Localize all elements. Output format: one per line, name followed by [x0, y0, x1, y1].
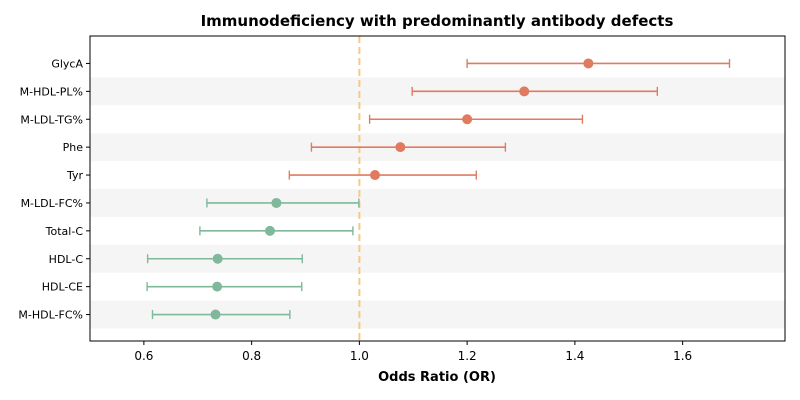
- ci-mark: [199, 225, 354, 236]
- or-point: [212, 281, 223, 292]
- y-tick-label: HDL-C: [49, 253, 84, 266]
- ci-mark: [146, 253, 303, 264]
- ci-mark: [368, 114, 584, 125]
- or-point: [370, 170, 381, 181]
- y-tick-label: M-LDL-TG%: [20, 113, 83, 126]
- y-tick-label: Total-C: [45, 225, 84, 238]
- x-tick-label: 0.6: [134, 349, 153, 363]
- x-tick-label: 1.4: [565, 349, 584, 363]
- y-tick-label: Tyr: [66, 169, 84, 182]
- x-tick-label: 1.2: [458, 349, 477, 363]
- x-axis-label: Odds Ratio (OR): [378, 370, 496, 385]
- ci-mark: [288, 170, 477, 181]
- y-tick-label: M-LDL-FC%: [21, 197, 83, 210]
- ci-mark: [206, 197, 360, 208]
- x-tick-label: 0.8: [242, 349, 261, 363]
- or-point: [212, 253, 223, 264]
- chart-title: Immunodeficiency with predominantly anti…: [201, 12, 674, 30]
- ci-mark: [310, 142, 507, 153]
- y-tick-label: HDL-CE: [42, 281, 83, 294]
- data-marks: [146, 58, 731, 320]
- or-point: [583, 58, 594, 69]
- ci-mark: [466, 58, 731, 69]
- y-axis: GlycA M-HDL-PL% M-LDL-TG% Phe Tyr M-LDL-FC% To…: [18, 57, 90, 322]
- y-tick-label: Phe: [63, 141, 84, 154]
- x-tick-label: 1.0: [350, 349, 369, 363]
- y-tick-label: M-HDL-PL%: [20, 85, 83, 98]
- ci-mark: [151, 309, 291, 320]
- y-tick-label: M-HDL-FC%: [18, 309, 83, 322]
- y-tick-label: GlycA: [51, 57, 83, 70]
- or-point: [519, 86, 530, 97]
- x-axis: 0.6 0.8 1.0 1.2 1.4 1.6: [134, 341, 692, 363]
- plot-frame: [89, 35, 786, 342]
- or-point: [271, 197, 282, 208]
- or-point: [462, 114, 473, 125]
- row-bands: [90, 77, 785, 329]
- or-point: [264, 225, 275, 236]
- ci-mark: [411, 86, 659, 97]
- x-tick-label: 1.6: [673, 349, 692, 363]
- row-band: [90, 189, 785, 217]
- or-point: [210, 309, 221, 320]
- or-point: [395, 142, 406, 153]
- ci-mark: [146, 281, 303, 292]
